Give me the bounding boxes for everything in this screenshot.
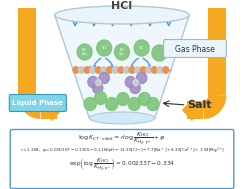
Text: $\log K_{CT\cdot eSalt} = r\log\dfrac{K_{HCl}}{K_{H_2,p^\circ}} + \varphi$: $\log K_{CT\cdot eSalt} = r\log\dfrac{K_… <box>78 130 166 148</box>
Circle shape <box>95 67 101 73</box>
FancyArrow shape <box>50 100 61 120</box>
Circle shape <box>134 40 149 56</box>
Ellipse shape <box>89 112 155 124</box>
Text: $r = 1.368,\ \varphi = 0.00016T - 0.1905 - 0.1160\mathrm{pH} - 11.35[\mathrm{Cl^: $r = 1.368,\ \varphi = 0.00016T - 0.1905… <box>20 146 224 156</box>
Circle shape <box>135 67 141 73</box>
Circle shape <box>84 98 96 111</box>
Circle shape <box>95 80 101 86</box>
Circle shape <box>88 77 98 88</box>
Circle shape <box>107 67 113 73</box>
Ellipse shape <box>55 6 189 24</box>
Circle shape <box>73 67 79 73</box>
Circle shape <box>140 67 146 73</box>
Circle shape <box>147 98 159 111</box>
Text: HCl
Gas: HCl Gas <box>119 48 125 56</box>
Circle shape <box>128 98 140 111</box>
Circle shape <box>118 67 124 73</box>
Circle shape <box>94 91 107 105</box>
Circle shape <box>136 73 147 84</box>
Text: Salt: Salt <box>187 100 212 110</box>
Circle shape <box>77 44 92 60</box>
Circle shape <box>97 40 112 56</box>
FancyArrow shape <box>183 100 194 120</box>
FancyBboxPatch shape <box>9 94 66 112</box>
Circle shape <box>101 67 107 73</box>
Circle shape <box>123 67 130 73</box>
Circle shape <box>157 67 163 73</box>
FancyBboxPatch shape <box>10 129 234 188</box>
Circle shape <box>133 80 139 86</box>
Text: Gas Phase: Gas Phase <box>175 44 215 53</box>
Circle shape <box>92 83 103 94</box>
Circle shape <box>146 67 152 73</box>
Circle shape <box>129 67 135 73</box>
Text: HCl
Gas: HCl Gas <box>82 48 87 56</box>
Text: HCl: HCl <box>112 1 132 11</box>
Circle shape <box>112 67 118 73</box>
Text: Liquid Phase: Liquid Phase <box>12 100 63 106</box>
Circle shape <box>130 83 140 94</box>
Text: HCl: HCl <box>102 46 107 50</box>
Circle shape <box>106 98 118 111</box>
Circle shape <box>117 92 129 105</box>
Circle shape <box>125 77 136 88</box>
Circle shape <box>79 67 84 73</box>
FancyBboxPatch shape <box>164 40 226 57</box>
Circle shape <box>99 73 109 84</box>
Text: $\exp\!\left(\log\dfrac{K_{HCl}}{K_{H_2,p^\circ}}\right) = 0.00233T - 0.334$: $\exp\!\left(\log\dfrac{K_{HCl}}{K_{H_2,… <box>69 156 175 174</box>
Circle shape <box>163 67 169 73</box>
Circle shape <box>152 45 167 61</box>
Circle shape <box>138 92 151 105</box>
Circle shape <box>114 44 130 60</box>
Circle shape <box>90 67 96 73</box>
Circle shape <box>84 67 90 73</box>
Circle shape <box>152 67 158 73</box>
Text: HCl: HCl <box>139 46 144 50</box>
Polygon shape <box>55 15 189 118</box>
